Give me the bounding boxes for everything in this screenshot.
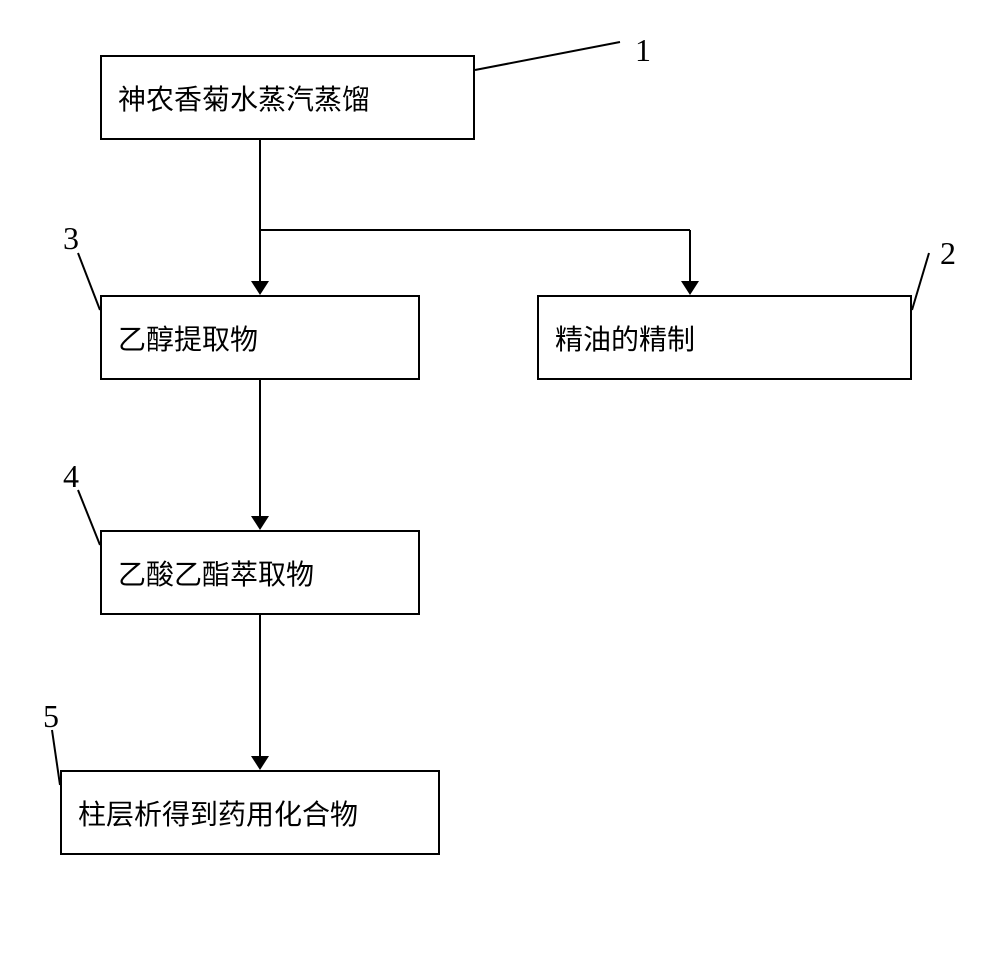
node-label-1: 1	[635, 32, 651, 69]
node-ethanol-extract: 乙醇提取物	[100, 295, 420, 380]
node-text: 精油的精制	[555, 318, 695, 358]
node-distillation: 神农香菊水蒸汽蒸馏	[100, 55, 475, 140]
node-ethyl-acetate-extract: 乙酸乙酯萃取物	[100, 530, 420, 615]
node-column-chromatography: 柱层析得到药用化合物	[60, 770, 440, 855]
node-text: 乙醇提取物	[118, 318, 258, 358]
node-label-5: 5	[43, 698, 59, 735]
node-text: 乙酸乙酯萃取物	[118, 553, 314, 593]
node-oil-refine: 精油的精制	[537, 295, 912, 380]
node-label-4: 4	[63, 458, 79, 495]
node-label-3: 3	[63, 220, 79, 257]
node-label-2: 2	[940, 235, 956, 272]
node-text: 神农香菊水蒸汽蒸馏	[118, 78, 370, 118]
flowchart-canvas: 神农香菊水蒸汽蒸馏 1 精油的精制 2 乙醇提取物 3 乙酸乙酯萃取物 4 柱层…	[0, 0, 1000, 977]
node-text: 柱层析得到药用化合物	[78, 793, 358, 833]
